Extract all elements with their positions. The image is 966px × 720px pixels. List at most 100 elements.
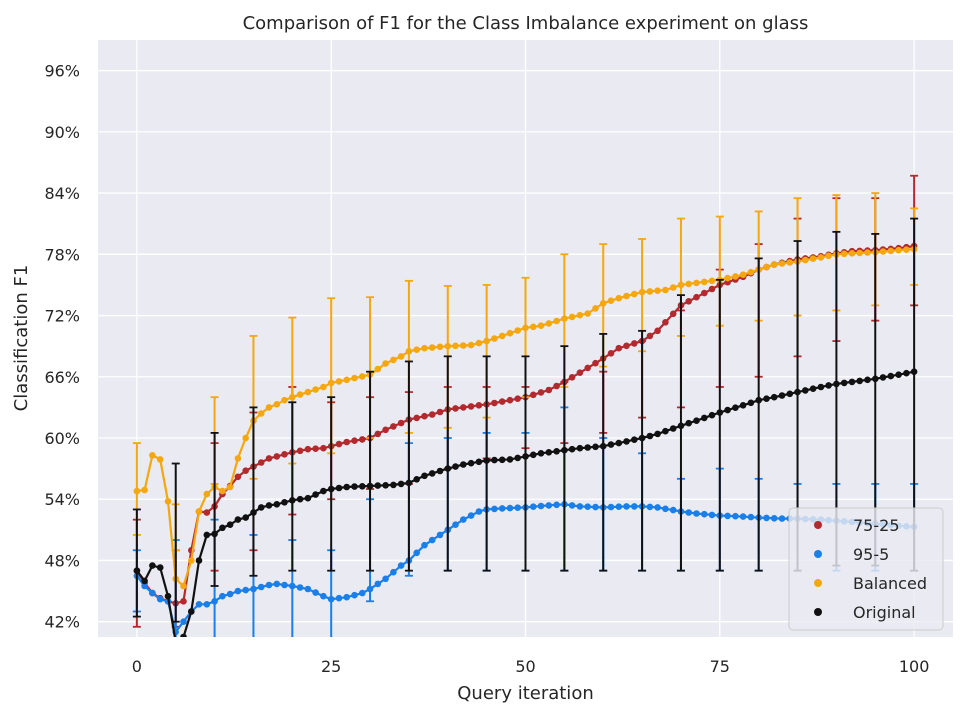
data-point xyxy=(203,490,211,498)
data-point xyxy=(545,386,553,394)
data-point xyxy=(273,501,281,508)
data-point xyxy=(397,562,405,569)
data-point xyxy=(669,284,677,291)
data-point xyxy=(537,502,545,510)
data-point xyxy=(708,285,716,293)
data-point xyxy=(273,580,281,588)
data-point xyxy=(662,427,669,435)
data-point xyxy=(498,505,506,512)
chart-title: Comparison of F1 for the Class Imbalance… xyxy=(243,13,809,34)
data-point xyxy=(413,414,421,422)
data-point xyxy=(250,585,257,593)
data-point xyxy=(257,504,265,511)
y-tick-label: 90% xyxy=(44,123,80,142)
data-point xyxy=(809,385,817,393)
data-point xyxy=(343,438,351,446)
data-point xyxy=(491,399,498,407)
data-point xyxy=(553,501,560,509)
data-point xyxy=(164,592,172,600)
data-point xyxy=(405,479,413,487)
data-point xyxy=(374,580,382,588)
legend: 75-25 95-5 Balanced Original xyxy=(788,507,944,631)
data-point xyxy=(304,445,312,453)
data-point xyxy=(219,524,226,532)
legend-box xyxy=(788,507,944,631)
data-point xyxy=(436,531,444,539)
data-point xyxy=(584,364,591,372)
data-point xyxy=(289,497,296,504)
data-point xyxy=(654,287,661,295)
data-point xyxy=(732,404,739,412)
data-point xyxy=(514,454,521,462)
data-point xyxy=(304,494,312,502)
data-point xyxy=(553,382,560,390)
data-point xyxy=(242,586,249,594)
data-point xyxy=(180,598,187,605)
data-point xyxy=(584,503,591,511)
data-point xyxy=(452,342,459,350)
data-point xyxy=(708,411,716,419)
series-Original xyxy=(132,217,919,637)
data-point xyxy=(747,268,755,276)
data-point xyxy=(607,503,615,511)
x-tick-label: 50 xyxy=(515,657,535,676)
data-point xyxy=(226,590,234,598)
data-point xyxy=(320,592,327,600)
data-point xyxy=(895,246,902,254)
data-point xyxy=(537,450,545,457)
data-point xyxy=(662,286,669,294)
data-point xyxy=(747,513,755,521)
data-point xyxy=(763,263,770,271)
data-point xyxy=(778,392,786,399)
data-point xyxy=(188,608,195,615)
x-tick-label: 25 xyxy=(321,657,341,676)
data-point xyxy=(879,374,887,381)
data-point xyxy=(615,344,623,352)
data-point xyxy=(732,512,739,520)
y-tick-label: 84% xyxy=(44,184,80,203)
data-point xyxy=(382,426,389,434)
data-point xyxy=(669,310,677,318)
data-point xyxy=(460,461,467,468)
data-point xyxy=(903,246,910,253)
x-tick-label: 75 xyxy=(710,657,730,676)
data-point xyxy=(397,353,405,360)
data-point xyxy=(739,271,747,279)
data-point xyxy=(421,472,428,480)
data-point xyxy=(631,340,638,347)
data-point xyxy=(895,371,902,379)
data-point xyxy=(226,483,234,491)
data-point xyxy=(359,436,366,443)
data-point xyxy=(195,557,203,564)
data-point xyxy=(607,297,615,305)
data-point xyxy=(265,502,273,509)
series-group xyxy=(132,174,919,637)
data-point xyxy=(848,250,856,257)
series-Balanced xyxy=(132,192,919,590)
data-point xyxy=(817,254,825,261)
data-point xyxy=(545,320,553,327)
data-point xyxy=(351,374,358,382)
data-point xyxy=(320,487,327,495)
data-point xyxy=(592,305,599,312)
data-point xyxy=(180,618,187,625)
data-point xyxy=(522,324,529,332)
data-point xyxy=(693,417,700,425)
data-point xyxy=(265,404,273,411)
data-point xyxy=(872,375,879,383)
data-point xyxy=(685,509,692,516)
x-axis-label: Query iteration xyxy=(457,683,593,704)
data-point xyxy=(359,373,366,380)
data-point xyxy=(910,368,918,376)
data-point xyxy=(467,403,475,410)
data-point xyxy=(685,298,692,305)
data-point xyxy=(335,440,343,448)
legend-marker xyxy=(814,579,822,587)
data-point xyxy=(343,483,351,491)
data-point xyxy=(366,482,374,490)
data-point xyxy=(133,487,141,495)
data-point xyxy=(374,482,382,489)
data-point xyxy=(320,444,327,452)
data-point xyxy=(514,395,521,403)
data-point xyxy=(576,311,584,319)
